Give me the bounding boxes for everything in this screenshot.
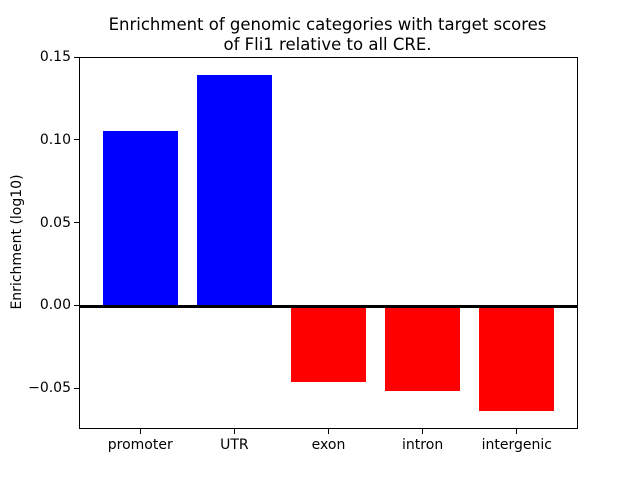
x-tick-mark: [327, 429, 330, 434]
bar-UTR: [196, 74, 273, 307]
zero-line: [80, 304, 577, 308]
y-axis-label: Enrichment (log10): [9, 174, 25, 310]
x-tick-label-promoter: promoter: [107, 437, 173, 453]
y-tick-mark: [74, 56, 79, 58]
x-tick-mark: [422, 429, 424, 434]
bar-promoter: [102, 130, 178, 307]
y-tick-label: 0.15: [39, 49, 71, 65]
y-tick-mark: [74, 387, 79, 389]
x-tick-label-exon: exon: [311, 437, 346, 453]
y-tick-label: −0.05: [28, 380, 71, 397]
y-tick-label: 0.05: [39, 214, 71, 231]
x-tick-label-intergenic: intergenic: [481, 437, 552, 453]
y-tick-label: 0.10: [39, 131, 71, 148]
chart-title: Enrichment of genomic categories with ta…: [79, 15, 576, 55]
x-tick-mark: [139, 429, 141, 434]
y-tick-label: 0.00: [39, 297, 71, 314]
bar-intron: [384, 306, 461, 391]
x-tick-label-UTR: UTR: [220, 437, 249, 453]
bar-exon: [290, 306, 367, 383]
bar-intergenic: [479, 306, 555, 411]
y-tick-mark: [74, 139, 79, 141]
y-tick-mark: [74, 222, 79, 224]
x-tick-mark: [233, 429, 235, 434]
x-tick-mark: [516, 429, 518, 434]
x-tick-label-intron: intron: [402, 437, 444, 453]
y-tick-mark: [74, 304, 79, 306]
chart-title-line1: Enrichment of genomic categories with ta…: [108, 15, 547, 34]
chart-title-line2: of Fli1 relative to all CRE.: [223, 35, 432, 54]
plot-area: [79, 57, 578, 429]
